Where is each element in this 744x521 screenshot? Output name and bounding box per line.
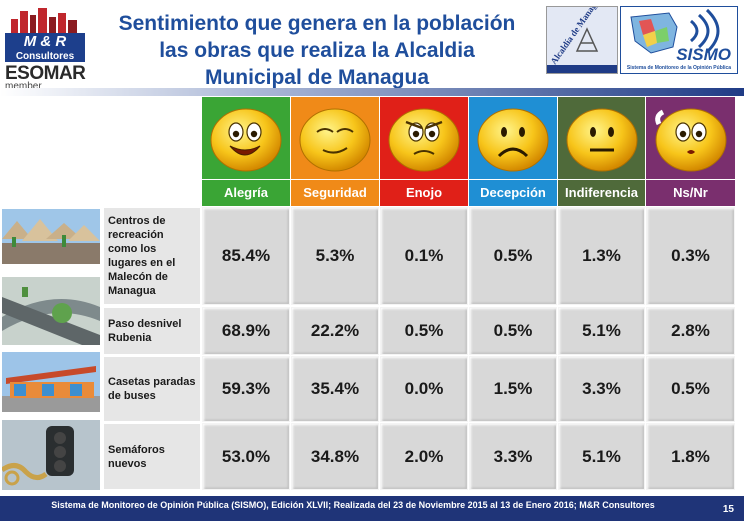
column-header-3: Enojo xyxy=(380,180,468,206)
value-cell: 59.3% xyxy=(202,356,290,422)
footer-bar: Sistema de Monitoreo de Opinión Pública … xyxy=(0,496,744,521)
logo-subtitle: Consultores xyxy=(5,51,85,62)
value-cell: 3.3% xyxy=(469,423,557,490)
sismo-wordmark: SISMO xyxy=(676,45,731,64)
sad-face-icon xyxy=(469,97,557,179)
value-cell: 3.3% xyxy=(558,356,645,422)
page-title: Sentimiento que genera en la población l… xyxy=(92,10,542,91)
casetas-photo xyxy=(2,352,100,412)
value-cell: 0.5% xyxy=(469,207,557,305)
row-label-1: Centros de recreación como los lugares e… xyxy=(103,207,201,305)
cool-face-icon xyxy=(291,97,379,179)
value-cell: 22.2% xyxy=(291,307,379,355)
value-cell: 1.5% xyxy=(469,356,557,422)
angry-face-icon xyxy=(380,97,468,179)
value-cell: 2.0% xyxy=(380,423,468,490)
column-header-4: Decepción xyxy=(469,180,557,206)
value-cell: 0.1% xyxy=(380,207,468,305)
happy-face-icon xyxy=(202,97,290,179)
value-cell: 1.3% xyxy=(558,207,645,305)
title-line-3: Municipal de Managua xyxy=(204,66,430,89)
value-cell: 0.5% xyxy=(469,307,557,355)
value-cell: 0.5% xyxy=(380,307,468,355)
value-cell: 2.8% xyxy=(646,307,735,355)
value-cell: 53.0% xyxy=(202,423,290,490)
title-line-1: Sentimiento que genera en la población xyxy=(118,12,516,35)
column-header-1: Alegría xyxy=(202,180,290,206)
value-cell: 0.0% xyxy=(380,356,468,422)
city-skyline-icon xyxy=(11,8,77,33)
sismo-logo: SISMO Sistema de Monitoreo de la Opinión… xyxy=(620,6,738,74)
sismo-caption: Sistema de Monitoreo de la Opinión Públi… xyxy=(626,65,732,71)
value-cell: 5.3% xyxy=(291,207,379,305)
confused-face-icon xyxy=(646,97,735,179)
header-divider xyxy=(0,88,744,96)
semaforos-photo xyxy=(2,420,100,490)
footer-source: Sistema de Monitoreo de Opinión Pública … xyxy=(51,500,655,510)
page-number: 15 xyxy=(722,504,734,515)
value-cell: 0.3% xyxy=(646,207,735,305)
esomar-label: ESOMAR xyxy=(5,63,86,84)
malecon-photo xyxy=(2,209,100,264)
value-cell: 85.4% xyxy=(202,207,290,305)
value-cell: 35.4% xyxy=(291,356,379,422)
neutral-face-icon xyxy=(558,97,645,179)
value-cell: 5.1% xyxy=(558,423,645,490)
row-label-2: Paso desnivel Rubenia xyxy=(103,307,201,355)
value-cell: 34.8% xyxy=(291,423,379,490)
title-line-2: las obras que realiza la Alcaldia xyxy=(159,39,475,62)
value-cell: 1.8% xyxy=(646,423,735,490)
row-label-4: Semáforos nuevos xyxy=(103,423,201,490)
mr-consultores-logo: M & R Consultores ESOMAR member xyxy=(5,5,86,92)
column-header-6: Ns/Nr xyxy=(646,180,735,206)
column-header-2: Seguridad xyxy=(291,180,379,206)
value-cell: 0.5% xyxy=(646,356,735,422)
logo-name: M & R xyxy=(5,33,85,51)
alcaldia-logo: Alcaldía de Managua xyxy=(546,6,618,74)
paso-desnivel-photo xyxy=(2,277,100,345)
row-label-3: Casetas paradas de buses xyxy=(103,356,201,422)
column-header-5: Indiferencia xyxy=(558,180,645,206)
nicaragua-map-icon xyxy=(630,8,720,54)
value-cell: 68.9% xyxy=(202,307,290,355)
member-label: member xyxy=(5,81,42,92)
value-cell: 5.1% xyxy=(558,307,645,355)
